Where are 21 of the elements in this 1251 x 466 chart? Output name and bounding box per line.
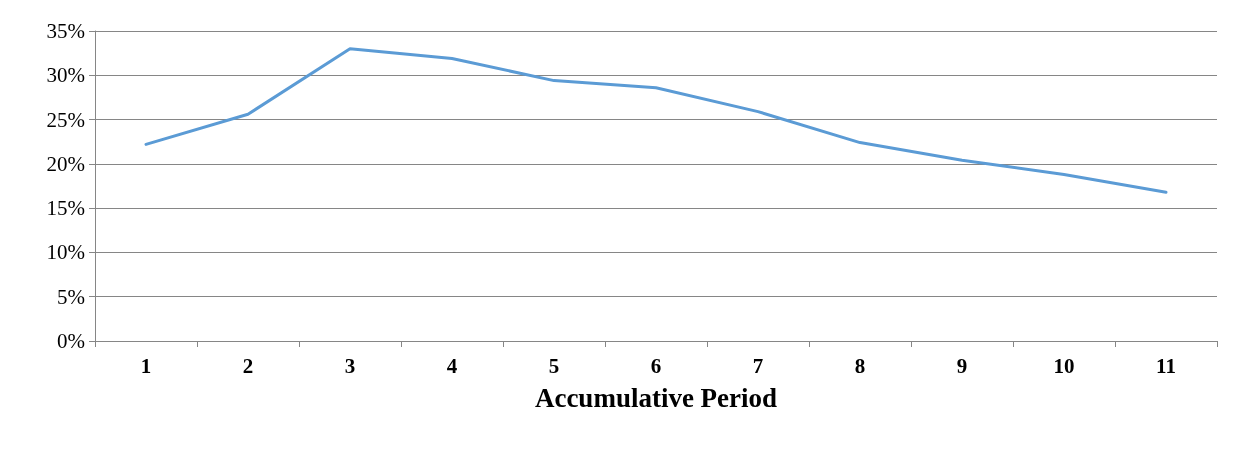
x-tick-label: 8 <box>854 353 866 378</box>
y-tick-label: 25% <box>46 107 85 132</box>
x-tick-label: 1 <box>140 353 152 378</box>
x-tick-label: 9 <box>956 353 968 378</box>
y-tick-label: 15% <box>46 196 85 221</box>
x-tick-label: 5 <box>548 353 560 378</box>
x-tick-label: 6 <box>650 353 662 378</box>
y-tick-label: 10% <box>46 240 85 265</box>
line-series <box>144 47 1168 194</box>
x-tick-label: 3 <box>344 353 356 378</box>
x-tick-label: 11 <box>1156 353 1176 378</box>
y-tick-label: 5% <box>57 284 85 309</box>
x-tick-label: 7 <box>752 353 764 378</box>
y-tick-label: 0% <box>57 329 85 353</box>
x-tick-label: 2 <box>242 353 254 378</box>
y-tick-label: 35% <box>46 19 85 43</box>
y-tick-label: 30% <box>46 63 85 88</box>
x-tick-label: 10 <box>1053 353 1075 378</box>
y-tick-label: 20% <box>46 151 85 176</box>
x-axis-title: Accumulative Period <box>534 382 778 413</box>
x-tick-label: 4 <box>446 353 458 378</box>
